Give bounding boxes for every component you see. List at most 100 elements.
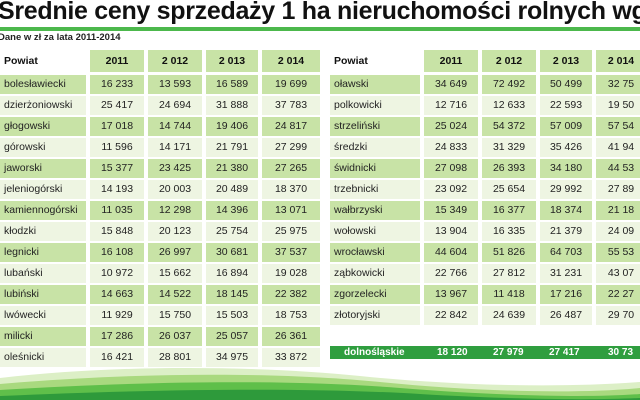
row-label: złotoryjski: [330, 306, 420, 325]
table-cell: 14 193: [90, 180, 144, 199]
table-cell: 29 70: [596, 306, 640, 325]
table-cell: 54 372: [482, 117, 536, 136]
table-cell: 24 833: [424, 138, 478, 157]
row-label: polkowicki: [330, 96, 420, 115]
table-cell: 11 929: [90, 306, 144, 325]
row-label: świdnicki: [330, 159, 420, 178]
table-cell: 13 071: [262, 201, 320, 220]
row-label: lubiński: [0, 285, 86, 304]
table-cell: 18 145: [206, 285, 258, 304]
total-row: dolnośląskie 18 120 27 979 27 417 30 73: [330, 346, 640, 359]
table-cell: 11 035: [90, 201, 144, 220]
row-label: wałbrzyski: [330, 201, 420, 220]
table-cell: 35 426: [540, 138, 592, 157]
table-cell: 27 098: [424, 159, 478, 178]
table-cell: 30 681: [206, 243, 258, 262]
table-cell: 33 872: [262, 348, 320, 367]
table-cell: 12 298: [148, 201, 202, 220]
table-cell: 37 537: [262, 243, 320, 262]
total-value: 27 979: [493, 347, 524, 358]
table-cell: 11 418: [482, 285, 536, 304]
table-cell: 51 826: [482, 243, 536, 262]
column-header: Powiat: [334, 55, 368, 67]
table-cell: 17 286: [90, 327, 144, 346]
total-label: dolnośląskie: [344, 347, 405, 358]
table-cell: 21 380: [206, 159, 258, 178]
table-cell: 24 817: [262, 117, 320, 136]
table-cell: 72 492: [482, 75, 536, 94]
row-label: strzeliński: [330, 117, 420, 136]
table-cell: 20 489: [206, 180, 258, 199]
table-cell: 37 783: [262, 96, 320, 115]
row-label: średzki: [330, 138, 420, 157]
table-cell: 22 766: [424, 264, 478, 283]
table-cell: 43 07: [596, 264, 640, 283]
title-underline: [0, 27, 640, 31]
table-cell: 19 50: [596, 96, 640, 115]
table-cell: 21 379: [540, 222, 592, 241]
table-cell: 14 171: [148, 138, 202, 157]
table-cell: 27 812: [482, 264, 536, 283]
table-cell: 13 904: [424, 222, 478, 241]
row-label: górowski: [0, 138, 86, 157]
table-cell: 50 499: [540, 75, 592, 94]
row-label: zgorzelecki: [330, 285, 420, 304]
table-cell: 25 975: [262, 222, 320, 241]
table-cell: 25 024: [424, 117, 478, 136]
table-cell: 19 028: [262, 264, 320, 283]
table-cell: 12 716: [424, 96, 478, 115]
table-cell: 18 370: [262, 180, 320, 199]
table-cell: 15 848: [90, 222, 144, 241]
table-cell: 14 663: [90, 285, 144, 304]
column-header: Powiat: [4, 55, 38, 67]
table-cell: 18 374: [540, 201, 592, 220]
table-cell: 13 967: [424, 285, 478, 304]
table-cell: 57 009: [540, 117, 592, 136]
table-cell: 44 604: [424, 243, 478, 262]
table-cell: 23 425: [148, 159, 202, 178]
table-cell: 15 662: [148, 264, 202, 283]
table-cell: 16 421: [90, 348, 144, 367]
table-cell: 26 361: [262, 327, 320, 346]
table-cell: 26 037: [148, 327, 202, 346]
total-value: 30 73: [608, 347, 634, 358]
table-cell: 16 894: [206, 264, 258, 283]
row-label: trzebnicki: [330, 180, 420, 199]
table-cell: 19 406: [206, 117, 258, 136]
row-label: oławski: [330, 75, 420, 94]
row-label: bolesławiecki: [0, 75, 86, 94]
table-cell: 24 694: [148, 96, 202, 115]
row-label: dzierżoniowski: [0, 96, 86, 115]
table-cell: 57 54: [596, 117, 640, 136]
table-cell: 15 349: [424, 201, 478, 220]
row-label: oleśnicki: [0, 348, 86, 367]
row-label: wołowski: [330, 222, 420, 241]
table-cell: 25 417: [90, 96, 144, 115]
table-cell: 22 593: [540, 96, 592, 115]
table-cell: 20 003: [148, 180, 202, 199]
table-cell: 34 180: [540, 159, 592, 178]
table-cell: 31 329: [482, 138, 536, 157]
table-cell: 24 09: [596, 222, 640, 241]
table-cell: 32 75: [596, 75, 640, 94]
column-header: 2 014: [262, 50, 320, 72]
table-cell: 55 53: [596, 243, 640, 262]
table-cell: 20 123: [148, 222, 202, 241]
table-cell: 27 265: [262, 159, 320, 178]
table-cell: 22 27: [596, 285, 640, 304]
table-cell: 26 997: [148, 243, 202, 262]
row-label: jaworski: [0, 159, 86, 178]
table-cell: 14 522: [148, 285, 202, 304]
row-label: kłodzki: [0, 222, 86, 241]
table-cell: 34 975: [206, 348, 258, 367]
table-cell: 34 649: [424, 75, 478, 94]
table-cell: 22 382: [262, 285, 320, 304]
table-cell: 28 801: [148, 348, 202, 367]
row-label: legnicki: [0, 243, 86, 262]
table-cell: 31 231: [540, 264, 592, 283]
row-label: lubański: [0, 264, 86, 283]
table-cell: 18 753: [262, 306, 320, 325]
table-cell: 25 754: [206, 222, 258, 241]
table-cell: 27 299: [262, 138, 320, 157]
table-cell: 16 377: [482, 201, 536, 220]
